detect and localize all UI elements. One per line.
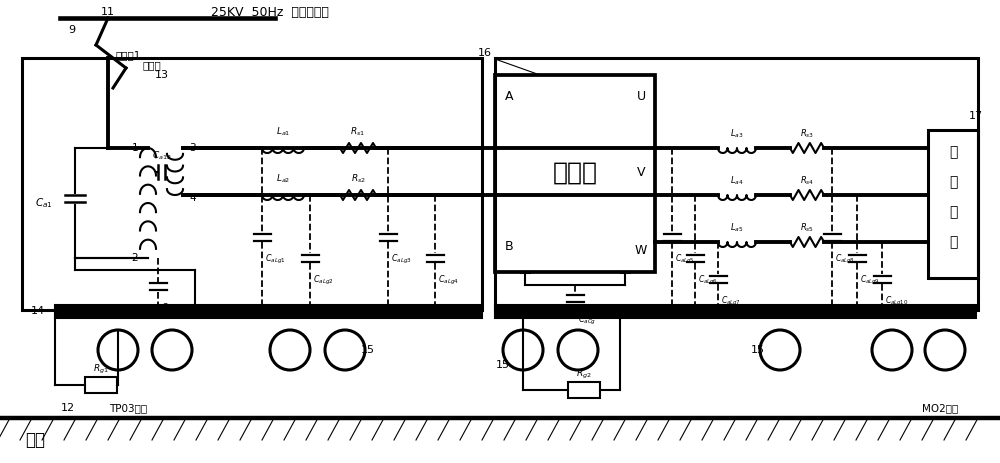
Text: $L_{a3}$: $L_{a3}$ xyxy=(730,128,744,140)
Text: MO2号车: MO2号车 xyxy=(922,403,958,413)
Text: 11: 11 xyxy=(101,7,115,17)
Bar xyxy=(568,382,600,398)
Bar xyxy=(55,305,482,318)
Text: 13: 13 xyxy=(155,70,169,80)
Text: V: V xyxy=(637,167,645,180)
Text: $C_{aLg7}$: $C_{aLg7}$ xyxy=(721,295,741,308)
Bar xyxy=(85,377,117,393)
Text: $L_{a5}$: $L_{a5}$ xyxy=(730,222,744,234)
Text: U: U xyxy=(636,90,646,104)
Text: $L_{a2}$: $L_{a2}$ xyxy=(276,173,290,185)
Text: $R_{s2}$: $R_{s2}$ xyxy=(351,173,365,185)
Text: $R_{g2}$: $R_{g2}$ xyxy=(576,368,592,381)
Text: 机: 机 xyxy=(949,235,957,249)
Bar xyxy=(495,58,978,310)
Text: B: B xyxy=(505,240,513,254)
Text: 受电弝1: 受电弝1 xyxy=(116,50,141,60)
Text: $C_{a12}$: $C_{a12}$ xyxy=(152,149,171,162)
Text: 15: 15 xyxy=(751,345,765,355)
Text: $C_{aTg1}$: $C_{aTg1}$ xyxy=(161,302,182,315)
Text: $C_{aLg10}$: $C_{aLg10}$ xyxy=(885,295,908,308)
Text: $C_{aLg8}$: $C_{aLg8}$ xyxy=(835,252,855,266)
Text: $R_{s4}$: $R_{s4}$ xyxy=(800,175,814,187)
Text: 2: 2 xyxy=(131,253,138,263)
Text: $L_{a4}$: $L_{a4}$ xyxy=(730,175,744,187)
Text: 12: 12 xyxy=(61,403,75,413)
Text: $R_{g1}$: $R_{g1}$ xyxy=(93,363,109,375)
Text: 25KV  50Hz  电力接触网: 25KV 50Hz 电力接触网 xyxy=(211,6,329,19)
Text: 电: 电 xyxy=(949,205,957,219)
Text: 16: 16 xyxy=(478,48,492,58)
Text: $C_{aLg9}$: $C_{aLg9}$ xyxy=(860,274,880,287)
Bar xyxy=(22,58,482,310)
Text: 1: 1 xyxy=(131,143,138,153)
Text: $L_{a1}$: $L_{a1}$ xyxy=(276,126,290,138)
Text: 9: 9 xyxy=(68,25,76,35)
Text: 变压器: 变压器 xyxy=(143,60,161,70)
Text: $C_{aCg}$: $C_{aCg}$ xyxy=(578,314,596,327)
Text: 三: 三 xyxy=(949,145,957,159)
Text: 15: 15 xyxy=(361,345,375,355)
Text: 轨道: 轨道 xyxy=(25,431,45,449)
Text: $R_{s3}$: $R_{s3}$ xyxy=(800,128,814,140)
Text: $C_{aLg3}$: $C_{aLg3}$ xyxy=(391,252,412,266)
Text: 变流器: 变流器 xyxy=(552,161,598,185)
Text: $R_{s5}$: $R_{s5}$ xyxy=(800,222,814,234)
Bar xyxy=(928,130,978,278)
Text: 3: 3 xyxy=(189,143,196,153)
Text: W: W xyxy=(635,244,647,257)
Bar xyxy=(495,75,655,272)
Text: TP03号车: TP03号车 xyxy=(109,403,147,413)
Text: 15: 15 xyxy=(496,360,510,370)
Text: $C_{aLg5}$: $C_{aLg5}$ xyxy=(675,252,695,266)
Text: $C_{a1}$: $C_{a1}$ xyxy=(35,196,53,210)
Text: 4: 4 xyxy=(189,193,196,203)
Text: A: A xyxy=(505,90,513,104)
Text: $C_{aLg4}$: $C_{aLg4}$ xyxy=(438,274,459,287)
Text: $C_{aLg1}$: $C_{aLg1}$ xyxy=(265,252,286,266)
Text: $C_{aLg6}$: $C_{aLg6}$ xyxy=(698,274,718,287)
Bar xyxy=(495,305,976,318)
Text: 14: 14 xyxy=(31,306,45,316)
Text: 相: 相 xyxy=(949,175,957,189)
Text: $R_{s1}$: $R_{s1}$ xyxy=(350,126,366,138)
Text: 17: 17 xyxy=(969,111,983,121)
Text: $C_{aLg2}$: $C_{aLg2}$ xyxy=(313,274,334,287)
